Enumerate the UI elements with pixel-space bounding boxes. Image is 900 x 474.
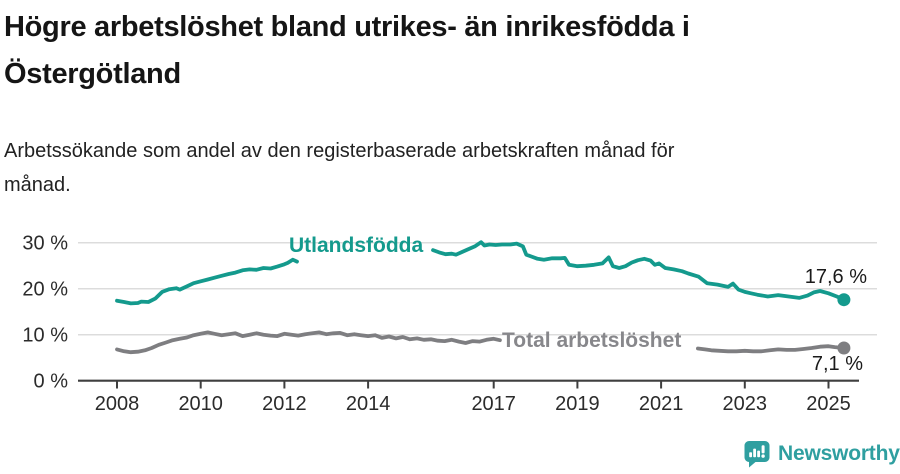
x-tick-label-2019: 2019 [555, 393, 600, 415]
x-tick-label-2023: 2023 [723, 393, 768, 415]
subtitle-line-1: Arbetssökande som andel av den registerb… [4, 140, 675, 162]
series-end-dot-0 [837, 293, 851, 307]
x-tick-label-2010: 2010 [178, 393, 223, 415]
newsworthy-logo: Newsworthy [744, 440, 900, 468]
series-end-dot-1 [837, 341, 851, 355]
page-subtitle: Arbetssökande som andel av den registerb… [4, 134, 824, 202]
series-line-0-seg-1 [431, 240, 846, 302]
bar-2 [753, 448, 756, 458]
x-tick-label-2014: 2014 [346, 393, 391, 415]
newsworthy-wordmark: Newsworthy [778, 442, 900, 465]
series-line-1-seg-1 [696, 344, 846, 354]
bar-1 [749, 452, 752, 458]
series-label-total-arbetsloshet: Total arbetslöshet [502, 329, 682, 352]
y-tick-label-10: 10 % [22, 325, 68, 347]
series-line-1-seg-0 [115, 330, 502, 355]
page-title: Högre arbetslöshet bland utrikes- än inr… [4, 4, 864, 98]
exclamation-stem [761, 445, 765, 454]
series-label-utlandsfodda: Utlandsfödda [289, 234, 424, 257]
newsworthy-icon [744, 441, 770, 468]
subtitle-line-2: månad. [4, 174, 71, 196]
bar-3 [757, 450, 760, 458]
title-line-1: Högre arbetslöshet bland utrikes- än inr… [4, 11, 690, 43]
x-tick-label-2008: 2008 [95, 393, 140, 415]
y-tick-label-30: 30 % [22, 233, 68, 255]
y-tick-label-20: 20 % [22, 279, 68, 301]
end-value-total-arbetsloshet: 7,1 % [811, 353, 863, 375]
series-line-0-seg-0 [115, 257, 299, 306]
exclamation-dot [761, 454, 765, 458]
x-tick-label-2017: 2017 [471, 393, 516, 415]
x-tick-label-2025: 2025 [806, 393, 851, 415]
title-line-2: Östergötland [4, 58, 181, 90]
x-tick-label-2021: 2021 [639, 393, 684, 415]
y-tick-label-0: 0 % [34, 371, 69, 393]
end-value-utlandsfodda: 17,6 % [804, 266, 867, 288]
x-tick-label-2012: 2012 [262, 393, 307, 415]
